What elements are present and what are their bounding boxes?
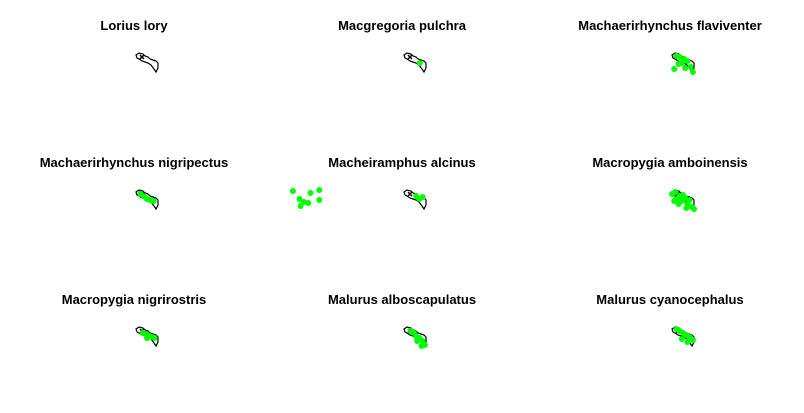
panel-title: Macropygia nigrirostris bbox=[61, 292, 207, 307]
landmass-outline bbox=[403, 52, 427, 74]
range-map bbox=[669, 189, 697, 212]
occurrence-point bbox=[150, 198, 157, 204]
panel-title: Machaerirhynchus flaviventer bbox=[578, 18, 762, 33]
range-map bbox=[403, 326, 428, 349]
occurrence-point bbox=[687, 64, 694, 70]
occurrence-point bbox=[684, 58, 691, 64]
occurrence-point bbox=[683, 205, 690, 211]
map-panel: Malurus cyanocephalus bbox=[536, 274, 804, 411]
range-map bbox=[671, 326, 696, 348]
occurrence-point bbox=[689, 337, 696, 343]
range-map bbox=[135, 52, 159, 74]
occurrence-point bbox=[672, 189, 679, 195]
occurrence-point bbox=[144, 335, 150, 341]
map-panel: Macgregoria pulchra bbox=[268, 0, 536, 137]
occurrence-point bbox=[297, 203, 304, 209]
occurrence-point bbox=[418, 343, 425, 349]
occurrence-point bbox=[675, 201, 682, 207]
map-panel: Macropygia amboinensis bbox=[536, 137, 804, 274]
range-map bbox=[671, 52, 696, 75]
occurrence-point bbox=[296, 196, 303, 202]
panel-title: Machaerirhynchus nigripectus bbox=[39, 155, 229, 170]
panel-title: Macropygia amboinensis bbox=[592, 155, 748, 170]
occurrence-point bbox=[316, 187, 323, 193]
panel-title: Malurus alboscapulatus bbox=[327, 292, 477, 307]
panel-title: Macgregoria pulchra bbox=[338, 18, 466, 33]
occurrence-point bbox=[289, 188, 296, 194]
range-map bbox=[135, 326, 159, 348]
hatch-mark bbox=[139, 54, 145, 60]
occurrence-point bbox=[416, 60, 423, 66]
map-panel: Machaerirhynchus flaviventer bbox=[536, 0, 804, 137]
occurrence-point bbox=[419, 194, 426, 200]
hatch-mark bbox=[407, 54, 413, 60]
map-panel: Lorius lory bbox=[0, 0, 268, 137]
occurrence-point bbox=[671, 66, 678, 72]
landmass-outline bbox=[403, 189, 427, 211]
occurrence-point bbox=[316, 197, 323, 203]
panel-title: Lorius lory bbox=[100, 18, 168, 33]
panel-title: Macheiramphus alcinus bbox=[328, 155, 476, 170]
occurrence-point bbox=[414, 338, 421, 344]
panel-title: Malurus cyanocephalus bbox=[596, 292, 744, 307]
map-panel: Macropygia nigrirostris bbox=[0, 274, 268, 411]
map-panel: Macheiramphus alcinus bbox=[268, 137, 536, 274]
map-panel: Machaerirhynchus nigripectus bbox=[0, 137, 268, 274]
occurrence-point bbox=[305, 200, 312, 206]
range-map bbox=[135, 189, 159, 211]
hatch-mark bbox=[407, 191, 413, 197]
range-map bbox=[403, 52, 427, 74]
occurrence-point bbox=[689, 69, 696, 75]
occurrence-point bbox=[151, 335, 158, 341]
occurrence-point bbox=[682, 65, 689, 71]
occurrence-point bbox=[678, 336, 685, 342]
range-map bbox=[289, 187, 427, 211]
landmass-outline bbox=[135, 52, 159, 74]
occurrence-point bbox=[307, 190, 314, 196]
occurrence-point bbox=[684, 339, 691, 345]
occurrence-point bbox=[671, 198, 678, 204]
occurrence-point bbox=[691, 206, 697, 212]
occurrence-point bbox=[678, 60, 685, 66]
occurrence-point bbox=[686, 197, 693, 203]
map-panel: Malurus alboscapulatus bbox=[268, 274, 536, 411]
